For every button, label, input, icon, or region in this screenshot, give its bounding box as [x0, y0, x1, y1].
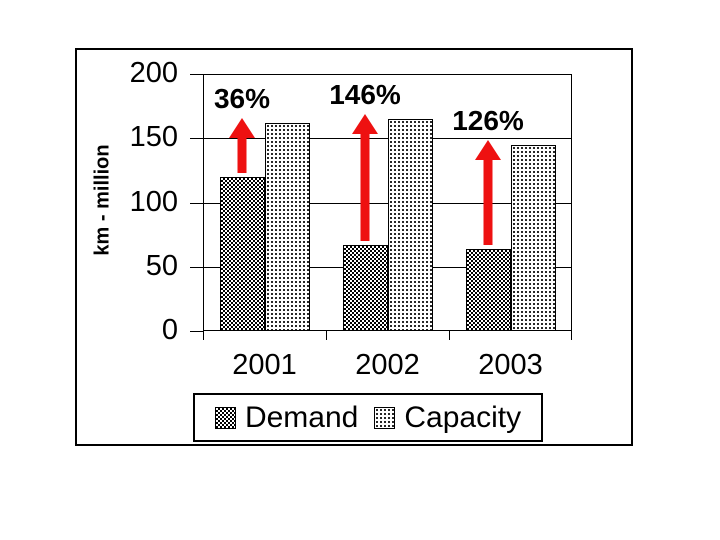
y-tick-200 — [190, 74, 203, 75]
x-tick-3 — [571, 331, 572, 340]
x-axis-label-2002: 2002 — [355, 349, 420, 381]
legend-item-capacity: Capacity — [374, 401, 521, 435]
growth-label-2001: 36% — [213, 82, 271, 114]
legend-item-demand: Demand — [214, 400, 359, 435]
growth-arrow-2003 — [475, 139, 501, 245]
bar-capacity-2001 — [264, 122, 310, 331]
growth-arrow-2001 — [229, 117, 255, 173]
arrow-shaft — [237, 134, 247, 173]
y-tick-100 — [190, 202, 203, 204]
x-axis-label-2003: 2003 — [478, 349, 543, 381]
x-tick-0 — [203, 331, 204, 340]
bar-demand-2001 — [219, 176, 265, 331]
y-tick-label-50: 50 — [145, 249, 178, 282]
arrow-head-icon — [475, 139, 501, 160]
y-tick-label-150: 150 — [129, 121, 178, 154]
bar-demand-2002 — [342, 244, 388, 331]
growth-label-2003: 126% — [452, 104, 524, 136]
arrow-head-icon — [352, 113, 378, 134]
y-tick-label-0: 0 — [161, 314, 178, 346]
legend-label-capacity: Capacity — [404, 400, 522, 434]
legend-swatch-capacity — [374, 406, 396, 429]
growth-arrow-2002 — [352, 113, 378, 241]
arrow-shaft — [483, 156, 493, 245]
y-tick-label-100: 100 — [129, 185, 178, 218]
x-tick-2 — [449, 331, 450, 340]
bar-demand-2003 — [465, 248, 511, 331]
legend-swatch-demand — [214, 406, 236, 429]
y-tick-150 — [190, 138, 203, 140]
growth-label-2002: 146% — [329, 78, 401, 110]
y-tick-0 — [190, 331, 203, 332]
x-axis-label-2001: 2001 — [232, 349, 297, 381]
y-tick-50 — [190, 266, 203, 268]
arrow-shaft — [360, 130, 370, 241]
x-tick-1 — [326, 331, 327, 340]
legend: Demand Capacity — [193, 393, 543, 442]
arrow-head-icon — [229, 117, 255, 138]
legend-label-demand: Demand — [244, 400, 359, 434]
bar-capacity-2002 — [387, 118, 433, 331]
y-tick-label-200: 200 — [129, 57, 178, 89]
bar-capacity-2003 — [510, 144, 556, 331]
